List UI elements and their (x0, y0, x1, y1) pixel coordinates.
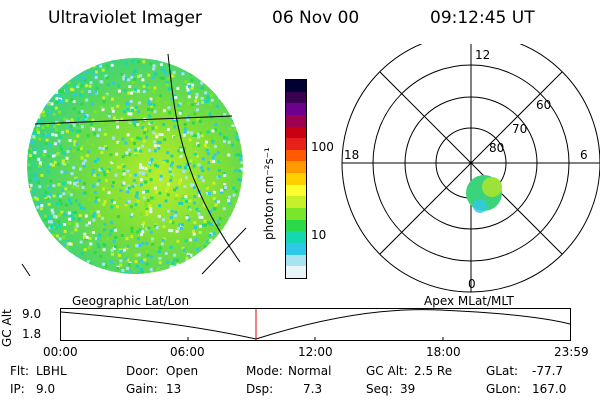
gcalt-value: 2.5 Re (414, 364, 453, 378)
flt-label: Flt: (10, 364, 29, 378)
colorbar-tick-100: 100 (311, 140, 334, 154)
mlt-6-label: 6 (580, 148, 588, 162)
colorbar-segment (286, 138, 306, 150)
image-time: 09:12:45 UT (430, 8, 535, 28)
timeline-y-tick-bottom: 1.8 (22, 327, 42, 341)
time-tick-2359: 23:59 (554, 345, 589, 359)
colorbar-segment (286, 184, 306, 197)
ip-label: IP: (10, 382, 25, 396)
colorbar-segment (286, 149, 306, 162)
colorbar-segment (286, 242, 306, 255)
colorbar-segment (286, 126, 306, 139)
colorbar-segment (286, 91, 306, 104)
colorbar-segment (286, 80, 306, 92)
polar-plot: 12 0 18 6 60 70 80 (341, 44, 600, 293)
time-tick-1200: 12:00 (298, 345, 333, 359)
colorbar-segment (286, 254, 306, 267)
glon-value: 167.0 (532, 382, 567, 396)
seq-value: 39 (400, 382, 416, 396)
gain-value: 13 (166, 382, 182, 396)
auroral-spot-core (482, 177, 502, 197)
right-caption: Apex MLat/MLT (424, 294, 514, 308)
colorbar-segment (286, 173, 306, 185)
ring-80-label: 80 (489, 141, 504, 155)
colorbar-segment (286, 114, 306, 127)
altitude-curve (60, 309, 571, 340)
door-label: Door: (126, 364, 159, 378)
colorbar-segment (286, 103, 306, 115)
colorbar-unit-label: photon cm⁻²s⁻¹ (262, 147, 276, 240)
seq-label: Seq: (366, 382, 393, 396)
window-title: Ultraviolet Imager (48, 8, 202, 28)
timeline-y-tick-top: 9.0 (22, 307, 42, 321)
mode-value: Normal (288, 364, 332, 378)
geographic-image (21, 53, 247, 277)
grid-line-right (201, 227, 247, 275)
time-tick-0000: 00:00 (43, 345, 78, 359)
color-bar (285, 79, 307, 279)
time-tick-1800: 18:00 (426, 345, 461, 359)
flt-value: LBHL (36, 364, 67, 378)
auroral-spot-edge (473, 199, 487, 213)
ring-60-label: 60 (536, 98, 551, 112)
colorbar-tick-10: 10 (311, 228, 327, 242)
grid-line-left (21, 263, 31, 277)
mlt-12-label: 12 (475, 48, 490, 62)
mlt-18-label: 18 (344, 148, 359, 162)
colorbar-segment (286, 231, 306, 243)
image-date: 06 Nov 00 (272, 8, 360, 28)
glat-value: -77.7 (532, 364, 564, 378)
altitude-timeline (60, 308, 571, 341)
glat-label: GLat: (486, 364, 519, 378)
mlt-0-label: 0 (468, 277, 476, 291)
gain-label: Gain: (126, 382, 158, 396)
colorbar-segment (286, 161, 306, 174)
dsp-label: Dsp: (246, 382, 274, 396)
time-tick-0600: 06:00 (170, 345, 205, 359)
glon-label: GLon: (486, 382, 521, 396)
mode-label: Mode: (246, 364, 283, 378)
left-caption: Geographic Lat/Lon (72, 294, 190, 308)
ring-70-label: 70 (512, 122, 527, 136)
ip-value: 9.0 (36, 382, 56, 396)
colorbar-segment (286, 266, 306, 278)
latitude-line (34, 115, 233, 125)
gcalt-label: GC Alt: (366, 364, 408, 378)
door-value: Open (166, 364, 199, 378)
dsp-value: 7.3 (303, 382, 323, 396)
colorbar-segment (286, 208, 306, 220)
longitude-line (167, 53, 241, 263)
timeline-frame (60, 308, 571, 341)
colorbar-segment (286, 196, 306, 209)
colorbar-segment (286, 219, 306, 232)
meridian-diagonal-b (379, 71, 563, 255)
timeline-y-label: GC Alt (0, 309, 14, 347)
